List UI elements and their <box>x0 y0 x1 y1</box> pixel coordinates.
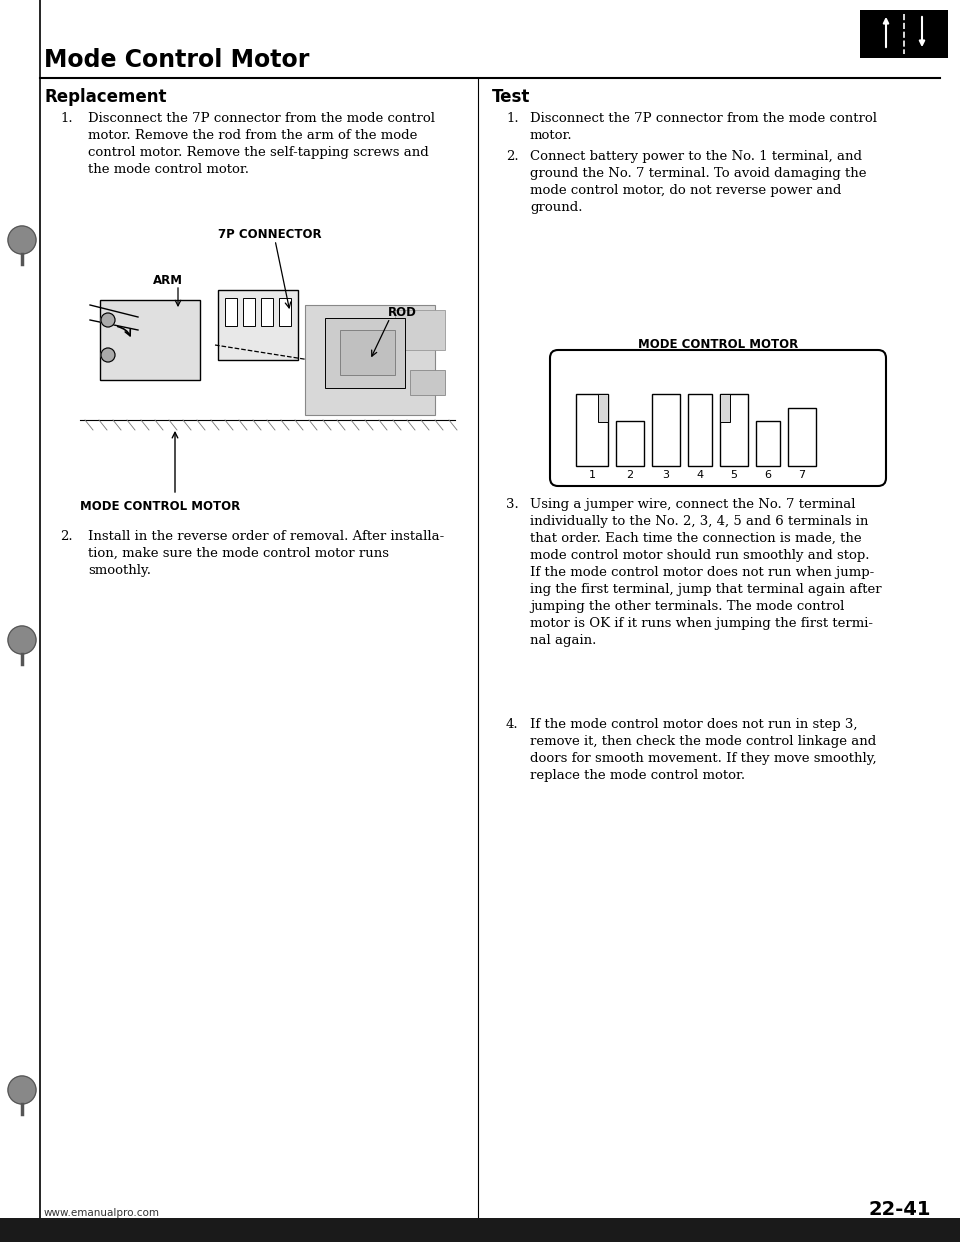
Bar <box>225 298 237 325</box>
Bar <box>720 394 748 466</box>
Bar <box>576 394 608 466</box>
Circle shape <box>8 626 36 655</box>
Bar <box>616 421 644 466</box>
Text: Replacement: Replacement <box>44 88 166 106</box>
Bar <box>395 310 445 350</box>
Bar <box>325 318 405 388</box>
Text: MODE CONTROL MOTOR: MODE CONTROL MOTOR <box>637 338 798 351</box>
Circle shape <box>8 1076 36 1104</box>
Circle shape <box>101 313 115 327</box>
Text: 1: 1 <box>588 469 595 479</box>
Circle shape <box>8 226 36 255</box>
Text: 4.: 4. <box>506 718 518 732</box>
Bar <box>305 306 435 415</box>
Text: 4: 4 <box>696 469 704 479</box>
Text: ROD: ROD <box>388 306 417 319</box>
Bar <box>860 10 948 58</box>
Bar <box>340 330 395 375</box>
Text: 3.: 3. <box>506 498 518 510</box>
Bar <box>218 289 298 360</box>
Bar <box>100 301 200 380</box>
Bar <box>788 409 816 466</box>
Text: Install in the reverse order of removal. After installa-
tion, make sure the mod: Install in the reverse order of removal.… <box>88 530 444 578</box>
Text: MODE CONTROL MOTOR: MODE CONTROL MOTOR <box>80 501 240 513</box>
Bar <box>279 298 291 325</box>
Text: 2.: 2. <box>60 530 73 543</box>
Text: www.emanualpro.com: www.emanualpro.com <box>44 1208 160 1218</box>
Text: If the mode control motor does not run in step 3,
remove it, then check the mode: If the mode control motor does not run i… <box>530 718 876 782</box>
Bar <box>261 298 273 325</box>
Bar <box>243 298 255 325</box>
Text: 1.: 1. <box>60 112 73 125</box>
Bar <box>0 0 14 1242</box>
Circle shape <box>101 348 115 361</box>
Text: 1.: 1. <box>506 112 518 125</box>
Text: 22-41: 22-41 <box>869 1200 931 1218</box>
Bar <box>410 370 445 395</box>
Text: 3: 3 <box>662 469 669 479</box>
Text: 7: 7 <box>799 469 805 479</box>
Bar <box>0 1218 960 1242</box>
Text: 6: 6 <box>764 469 772 479</box>
Text: Mode Control Motor: Mode Control Motor <box>44 48 309 72</box>
Text: ARM: ARM <box>153 274 183 287</box>
FancyBboxPatch shape <box>550 350 886 486</box>
Text: Disconnect the 7P connector from the mode control
motor.: Disconnect the 7P connector from the mod… <box>530 112 877 142</box>
Text: 2: 2 <box>627 469 634 479</box>
Bar <box>756 421 780 466</box>
Text: carmanualsonline.info: carmanualsonline.info <box>411 1220 549 1230</box>
Text: Connect battery power to the No. 1 terminal, and
ground the No. 7 terminal. To a: Connect battery power to the No. 1 termi… <box>530 150 867 214</box>
Text: 2.: 2. <box>506 150 518 163</box>
Text: Disconnect the 7P connector from the mode control
motor. Remove the rod from the: Disconnect the 7P connector from the mod… <box>88 112 435 176</box>
Text: Using a jumper wire, connect the No. 7 terminal
individually to the No. 2, 3, 4,: Using a jumper wire, connect the No. 7 t… <box>530 498 881 647</box>
Text: 5: 5 <box>731 469 737 479</box>
Bar <box>652 394 680 466</box>
Bar <box>720 394 730 422</box>
Text: 7P CONNECTOR: 7P CONNECTOR <box>218 229 322 241</box>
Bar <box>598 394 608 422</box>
Text: Test: Test <box>492 88 530 106</box>
Bar <box>688 394 712 466</box>
